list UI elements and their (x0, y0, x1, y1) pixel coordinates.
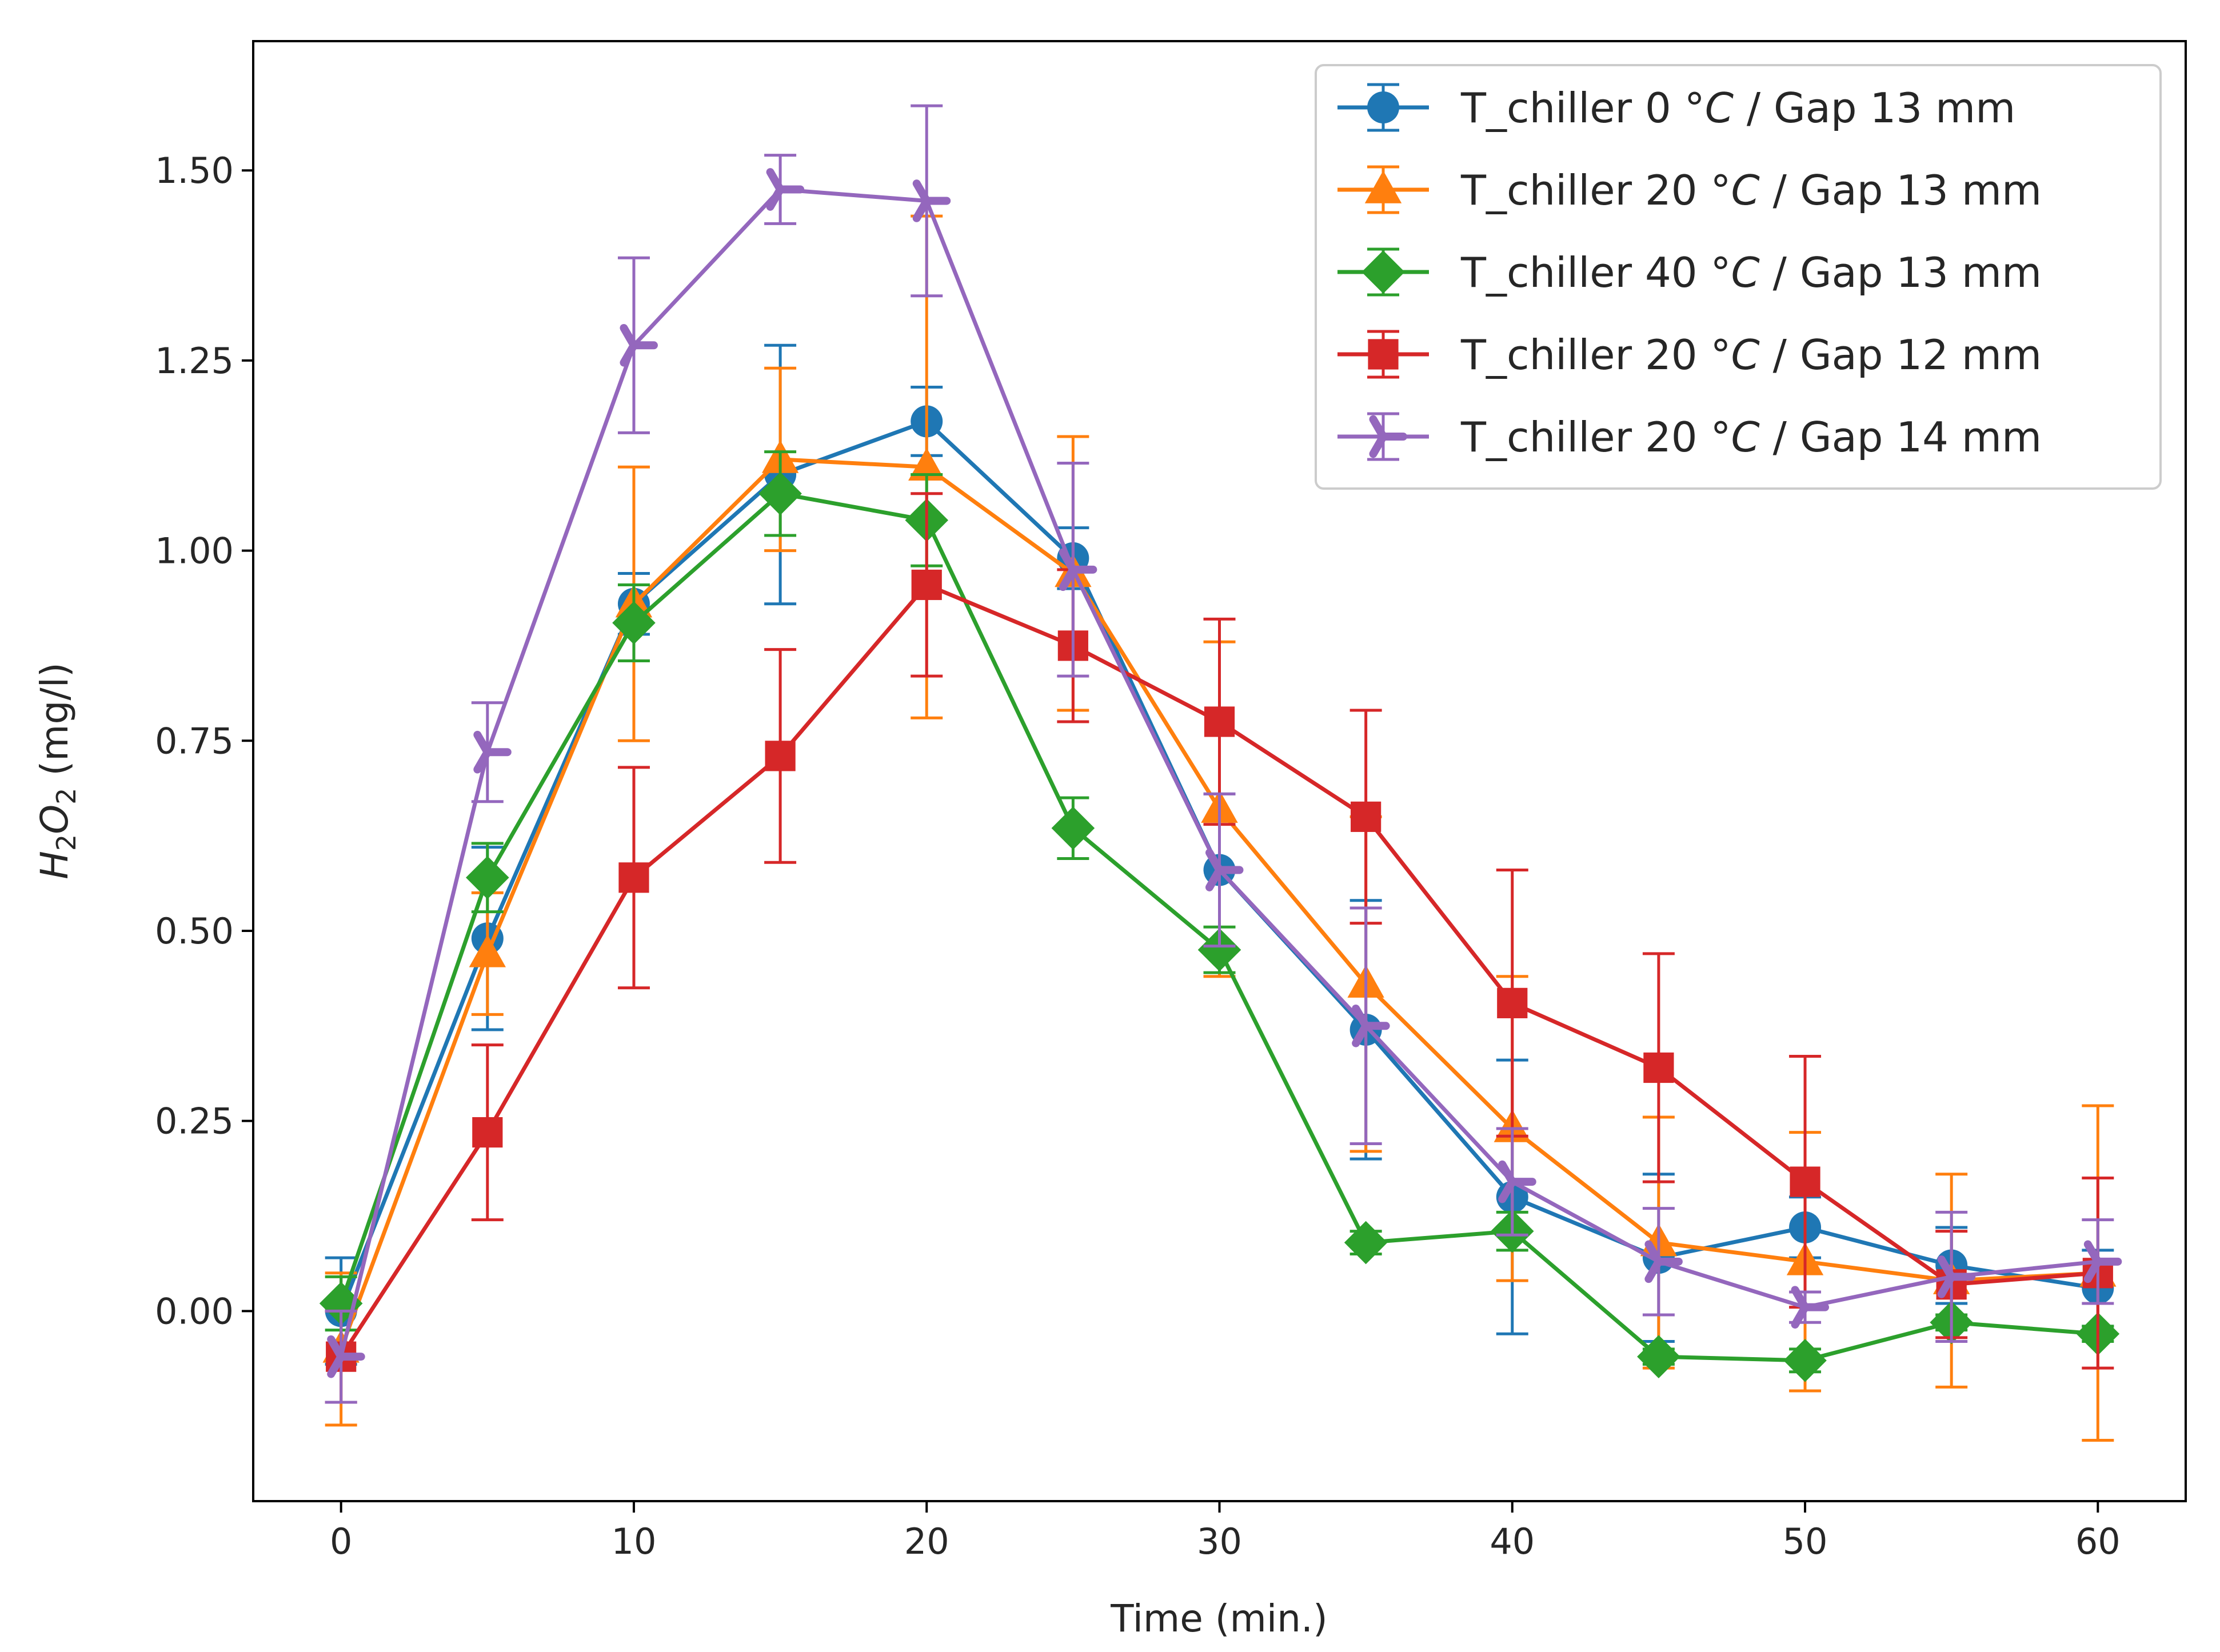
data-point (766, 168, 805, 211)
data-point (1783, 1339, 1827, 1382)
data-point (612, 601, 656, 645)
data-point (1790, 1166, 1820, 1197)
data-point (911, 569, 942, 601)
data-point (1051, 806, 1095, 850)
series-3 (319, 450, 2120, 1382)
data-point (327, 1335, 365, 1378)
x-tick-label: 50 (1783, 1521, 1828, 1562)
data-point (1644, 1240, 1683, 1283)
y-axis-label-sub2: 2 (51, 788, 82, 805)
data-point (472, 1117, 503, 1148)
legend-label: T_chiller 20 °C / Gap 12 mm (1460, 331, 2042, 379)
x-tick-label: 30 (1197, 1521, 1242, 1562)
y-axis-label: H2O2 (mg/l) (33, 662, 82, 879)
legend-label: T_chiller 0 °C / Gap 13 mm (1460, 84, 2015, 132)
x-axis-label: Time (min.) (1110, 1597, 1327, 1641)
data-point (908, 447, 945, 481)
data-point (758, 471, 802, 515)
legend-marker (1364, 170, 1402, 203)
data-point (1059, 548, 1097, 591)
legend-marker (1367, 91, 1399, 123)
y-tick-label: 1.25 (155, 340, 234, 382)
y-axis-label-sub1: 2 (51, 834, 82, 851)
data-point (469, 934, 506, 967)
data-point (473, 730, 512, 774)
series-5 (325, 104, 2122, 1404)
y-tick-label: 0.50 (155, 910, 234, 952)
legend-item-2: T_chiller 20 °C / Gap 13 mm (1337, 165, 2042, 214)
x-axis: 0 10 20 30 40 50 60 (330, 1501, 2121, 1562)
data-point (1205, 849, 1244, 891)
markers (319, 471, 2120, 1382)
legend-label: T_chiller 40 °C / Gap 13 mm (1460, 249, 2042, 297)
legend-marker (1369, 415, 1407, 458)
data-point (1643, 1052, 1674, 1083)
data-point (620, 323, 658, 367)
data-point (618, 862, 649, 893)
y-axis-label-unit: (mg/l) (33, 662, 77, 787)
x-tick-label: 10 (612, 1521, 657, 1562)
y-tick-label: 1.50 (155, 150, 234, 191)
y-tick-label: 1.00 (155, 530, 234, 572)
legend-label: T_chiller 20 °C / Gap 14 mm (1460, 413, 2042, 461)
legend-item-3: T_chiller 40 °C / Gap 13 mm (1337, 247, 2042, 297)
data-point (1344, 1221, 1388, 1265)
data-point (1197, 928, 1241, 972)
legend-item-1: T_chiller 0 °C / Gap 13 mm (1337, 83, 2015, 132)
data-point (1637, 1335, 1680, 1378)
y-tick-label: 0.75 (155, 720, 234, 762)
legend-box (1315, 64, 2162, 490)
legend-marker (1361, 250, 1405, 294)
legend-marker (1368, 339, 1399, 370)
data-point (765, 741, 796, 771)
data-point (2083, 1240, 2122, 1283)
data-point (1937, 1255, 1976, 1298)
y-axis-label-h: H (33, 851, 77, 879)
data-point (1351, 801, 1381, 832)
data-point (1204, 706, 1235, 737)
plot-area (319, 104, 2122, 1442)
legend-item-5: T_chiller 20 °C / Gap 14 mm (1337, 412, 2042, 461)
y-tick-label: 0.25 (155, 1101, 234, 1142)
y-axis-label-o: O (33, 805, 77, 834)
data-point (912, 179, 951, 222)
x-tick-label: 60 (2075, 1521, 2121, 1562)
data-point (1497, 987, 1528, 1018)
x-tick-label: 0 (330, 1521, 352, 1562)
legend: T_chiller 0 °C / Gap 13 mm T_chiller 20 °… (1315, 64, 2162, 490)
markers (327, 168, 2122, 1378)
y-axis: 0.00 0.25 0.50 0.75 1.00 1.25 1.50 (155, 150, 253, 1332)
data-point (1352, 1004, 1390, 1047)
x-tick-label: 20 (904, 1521, 949, 1562)
data-point (1791, 1286, 1830, 1329)
data-point (466, 856, 509, 899)
x-tick-label: 40 (1490, 1521, 1535, 1562)
y-tick-label: 0.00 (155, 1290, 234, 1332)
legend-item-4: T_chiller 20 °C / Gap 12 mm (1337, 330, 2042, 379)
data-point (1498, 1160, 1536, 1203)
legend-label: T_chiller 20 °C / Gap 13 mm (1460, 166, 2042, 214)
